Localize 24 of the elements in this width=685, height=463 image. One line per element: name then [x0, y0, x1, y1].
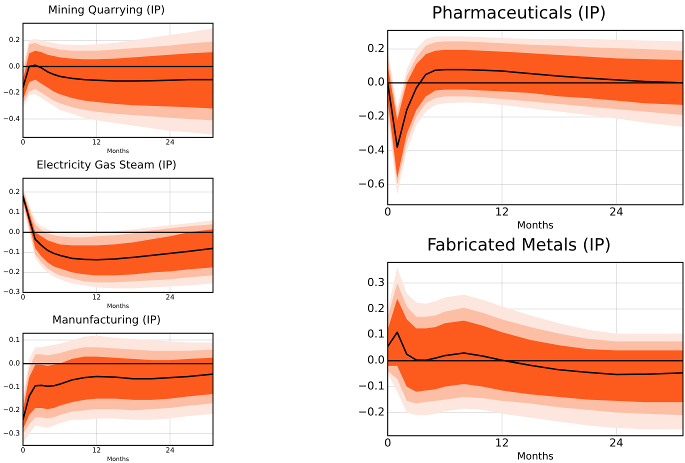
y-tick-label: 0.2	[367, 42, 385, 55]
x-tick-label: 12	[495, 436, 510, 450]
y-tick-label: −0.2	[358, 110, 385, 123]
y-tick-label: −0.2	[358, 405, 385, 418]
x-tick-label: 0	[384, 205, 392, 218]
y-tick-label: 0.3	[367, 276, 385, 289]
y-tick-label: −0.4	[358, 143, 385, 156]
x-axis-title: Months	[517, 452, 554, 463]
x-tick-label: 24	[609, 205, 624, 218]
y-tick-label: 0.0	[367, 354, 385, 367]
chart-title: Manunfacturing (IP)	[52, 313, 161, 326]
y-tick-label: 0.0	[367, 76, 385, 89]
x-axis-title: Months	[517, 220, 554, 232]
chart-title: Pharmaceuticals (IP)	[432, 4, 606, 24]
chart-title: Mining Quarrying (IP)	[48, 3, 165, 16]
y-tick-label: −0.1	[358, 379, 385, 392]
y-tick-label: 0.1	[367, 328, 385, 341]
y-tick-label: 0.2	[367, 302, 385, 315]
x-tick-label: 0	[384, 436, 392, 450]
y-tick-label: −0.6	[358, 177, 385, 190]
chart-title: Electricity Gas Steam (IP)	[36, 158, 177, 172]
x-tick-label: 12	[495, 205, 510, 218]
x-tick-label: 24	[609, 436, 624, 450]
chart-title: Fabricated Metals (IP)	[427, 236, 611, 256]
